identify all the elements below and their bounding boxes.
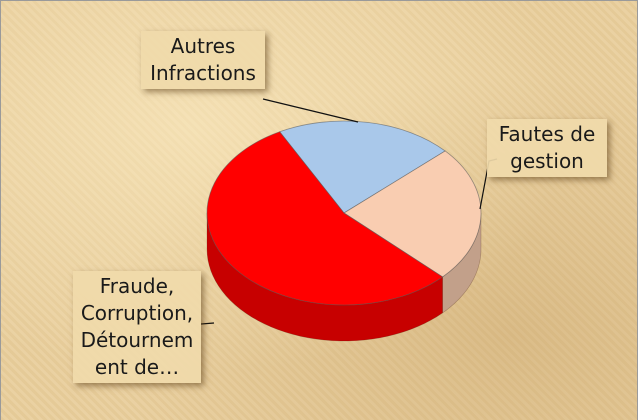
slice <box>279 120 446 214</box>
slice-label: Fraude, Corruption, Détournement de… <box>73 271 201 383</box>
slice-label: Fautes de gestion <box>487 119 607 177</box>
slice-label: Autres Infractions <box>141 31 265 89</box>
slice <box>206 131 444 306</box>
leader-line <box>200 322 215 325</box>
slice <box>343 150 482 278</box>
leader-line <box>262 98 359 123</box>
